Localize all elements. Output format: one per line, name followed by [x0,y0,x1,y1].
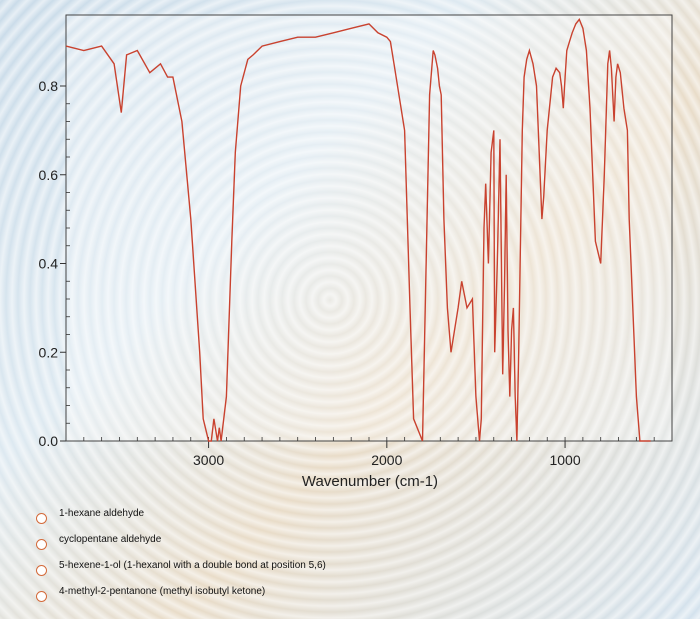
option-label: cyclopentane aldehyde [59,533,162,545]
radio-button[interactable] [36,590,47,602]
radio-button[interactable] [36,512,47,524]
ir-spectrum-chart: 0.0 0.2 0.4 0.6 0.8 3000 2000 1000 Wavenumber … [39,14,673,490]
x-tick-label: 2000 [371,452,402,468]
x-axis-title: Wavenumber (cm-1) [302,473,438,490]
radio-button[interactable] [36,564,47,576]
option-label: 4-methyl-2-pentanone (methyl isobutyl ke… [59,585,266,597]
x-tick-label: 3000 [193,452,224,468]
y-tick-label: 0.4 [39,256,59,272]
y-tick-label: 0.6 [39,167,59,183]
option-label: 5-hexene-1-ol (1-hexanol with a double b… [59,559,326,571]
y-tick-label: 0.2 [39,344,59,360]
plot-area [65,14,673,442]
option-4[interactable]: 4-methyl-2-pentanone (methyl isobutyl ke… [36,578,326,604]
option-2[interactable]: cyclopentane aldehyde [36,526,326,552]
answer-options: 1-hexane aldehyde cyclopentane aldehyde … [36,500,326,604]
option-1[interactable]: 1-hexane aldehyde [36,500,326,526]
radio-button[interactable] [36,538,47,550]
y-tick-label: 0.0 [39,433,59,449]
x-axis: 3000 2000 1000 [83,437,655,468]
option-3[interactable]: 5-hexene-1-ol (1-hexanol with a double b… [36,552,326,578]
spectrum-line [65,18,651,442]
y-tick-label: 0.8 [39,78,59,94]
y-axis: 0.0 0.2 0.4 0.6 0.8 [39,78,70,449]
option-label: 1-hexane aldehyde [59,507,145,519]
x-tick-label: 1000 [549,452,580,468]
